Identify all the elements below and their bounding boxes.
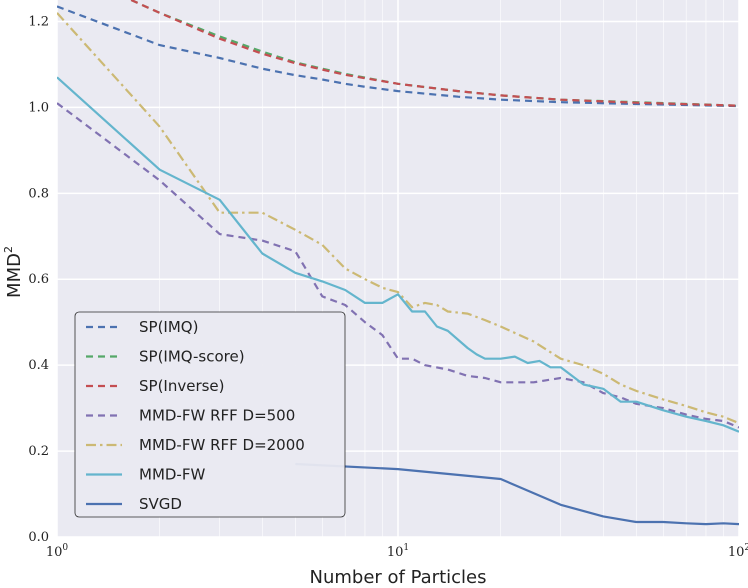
series-line-mmd-fw-rff-d-2000 bbox=[57, 12, 739, 425]
series-line-svgd bbox=[295, 462, 739, 526]
legend-label: SP(IMQ-score) bbox=[139, 348, 245, 366]
y-tick-label: 0.0 bbox=[28, 530, 49, 545]
legend: SP(IMQ) SP(IMQ-score) SP(Inverse) MMD-FW RF… bbox=[74, 311, 346, 518]
series-line-mmd-fw-rff-d-500 bbox=[57, 102, 739, 429]
series-line-mmd-fw bbox=[57, 76, 739, 433]
y-tick-label: 1.0 bbox=[28, 100, 49, 115]
x-axis-label: Number of Particles bbox=[310, 567, 487, 588]
x-tick-labels: 100 101 102 bbox=[46, 543, 748, 560]
x-tick-label: 100 bbox=[46, 543, 69, 560]
series-line-sp-imq bbox=[57, 5, 739, 108]
y-axis-label: MMD2 bbox=[2, 246, 25, 298]
legend-label: SVGD bbox=[139, 495, 182, 513]
y-tick-label: 0.2 bbox=[28, 444, 49, 459]
legend-label: SP(Inverse) bbox=[139, 377, 225, 395]
legend-box bbox=[74, 311, 346, 518]
series-line-sp-inverse bbox=[130, 0, 739, 107]
y-tick-label: 0.4 bbox=[28, 358, 49, 373]
legend-label: SP(IMQ) bbox=[139, 318, 198, 336]
y-tick-labels: 0.0 0.2 0.4 0.6 0.8 1.0 1.2 bbox=[28, 14, 49, 545]
y-tick-label: 0.6 bbox=[28, 272, 49, 287]
x-tick-label: 102 bbox=[728, 543, 748, 560]
y-tick-label: 0.8 bbox=[28, 186, 49, 201]
legend-label: MMD-FW RFF D=500 bbox=[139, 407, 295, 425]
legend-label: MMD-FW RFF D=2000 bbox=[139, 436, 305, 454]
legend-items: SP(IMQ) SP(IMQ-score) SP(Inverse) MMD-FW RF… bbox=[86, 318, 305, 513]
y-tick-label: 1.2 bbox=[28, 14, 49, 29]
legend-label: MMD-FW bbox=[139, 466, 205, 484]
x-tick-label: 101 bbox=[387, 543, 409, 560]
series-layer bbox=[57, 0, 739, 526]
